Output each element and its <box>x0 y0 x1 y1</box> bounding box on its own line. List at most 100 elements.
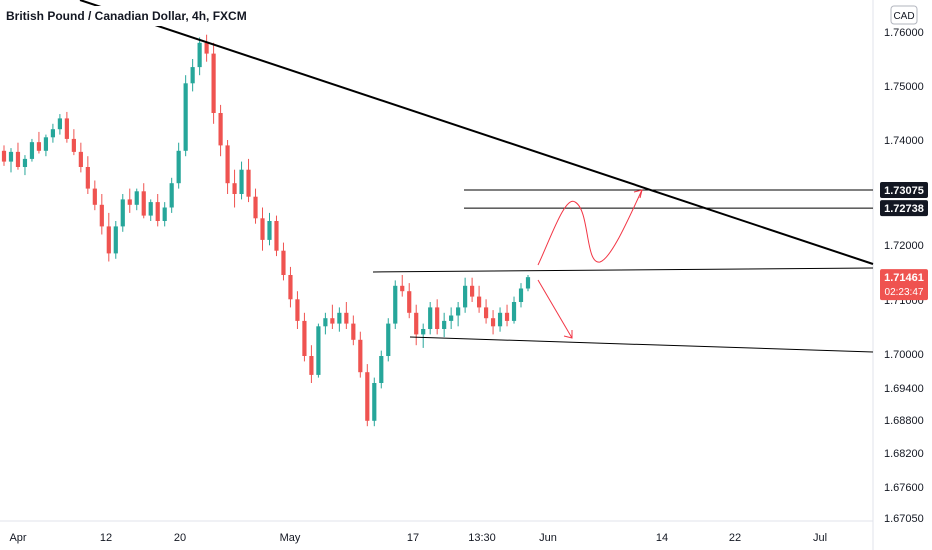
candle-body <box>260 218 265 240</box>
candle[interactable] <box>15 142 21 170</box>
bullish-path-arrow[interactable] <box>537 189 643 266</box>
candle[interactable] <box>225 140 230 194</box>
candle[interactable] <box>113 221 118 259</box>
candle[interactable] <box>176 142 181 189</box>
candle[interactable] <box>442 312 447 338</box>
time-axis[interactable]: Apr 12 20 May 17 13:30 Jun 14 22 Jul <box>9 532 827 544</box>
candle[interactable] <box>183 75 188 157</box>
candle[interactable] <box>330 304 335 329</box>
candle[interactable] <box>344 302 349 329</box>
candle[interactable] <box>421 323 426 348</box>
candle[interactable] <box>504 304 510 327</box>
candle[interactable] <box>43 134 49 157</box>
candle[interactable] <box>476 285 482 313</box>
candle[interactable] <box>400 275 405 297</box>
candle-body <box>504 312 510 321</box>
candle[interactable] <box>78 142 83 173</box>
candle[interactable] <box>365 364 370 427</box>
candle[interactable] <box>155 194 160 227</box>
candle[interactable] <box>253 188 258 224</box>
candle-body <box>155 202 160 221</box>
candle[interactable] <box>204 34 209 62</box>
candle[interactable] <box>358 331 363 378</box>
candle[interactable] <box>57 114 62 135</box>
candle[interactable] <box>428 302 433 335</box>
candle[interactable] <box>414 304 419 346</box>
candle[interactable] <box>211 42 216 124</box>
candle[interactable] <box>232 169 237 208</box>
range-top-line[interactable] <box>372 267 874 273</box>
range-bottom-line[interactable] <box>409 336 874 353</box>
candle-body <box>141 191 146 216</box>
candle[interactable] <box>197 37 202 76</box>
candle-body <box>372 383 377 421</box>
candle-body <box>323 318 328 327</box>
candle[interactable] <box>218 104 223 157</box>
candle[interactable] <box>120 194 125 232</box>
candle[interactable] <box>85 156 90 194</box>
candle[interactable] <box>470 277 475 302</box>
candle[interactable] <box>518 283 524 308</box>
candle[interactable] <box>295 291 300 329</box>
candle[interactable] <box>497 307 503 332</box>
currency-badge[interactable] <box>890 5 918 25</box>
candle[interactable] <box>169 177 174 213</box>
candle-body <box>428 307 433 329</box>
candle[interactable] <box>148 199 153 221</box>
candle[interactable] <box>1 145 7 166</box>
candle[interactable] <box>36 131 42 154</box>
candle[interactable] <box>267 212 272 246</box>
candle[interactable] <box>274 215 279 257</box>
candle[interactable] <box>386 318 391 362</box>
candle[interactable] <box>134 188 139 211</box>
candle[interactable] <box>162 202 167 227</box>
price-tag-label: 1.73075 <box>884 185 924 197</box>
candle[interactable] <box>449 307 454 329</box>
candle-body <box>456 307 461 316</box>
candle[interactable] <box>99 194 104 235</box>
candle[interactable] <box>323 312 328 335</box>
candle[interactable] <box>239 161 244 200</box>
candle[interactable] <box>490 310 496 335</box>
candle[interactable] <box>281 242 286 281</box>
candle[interactable] <box>525 275 531 292</box>
candle[interactable] <box>246 158 251 203</box>
candle[interactable] <box>302 312 307 362</box>
candle[interactable] <box>407 283 412 319</box>
candle[interactable] <box>50 123 56 143</box>
candle[interactable] <box>288 266 293 308</box>
candle[interactable] <box>141 183 146 219</box>
candle[interactable] <box>393 280 398 329</box>
candle-body <box>92 188 97 205</box>
candle[interactable] <box>127 188 132 213</box>
candle[interactable] <box>106 212 111 262</box>
candle[interactable] <box>22 155 28 176</box>
candle[interactable] <box>316 323 321 378</box>
candle[interactable] <box>190 59 195 92</box>
candle[interactable] <box>309 345 314 383</box>
candle[interactable] <box>92 180 97 211</box>
candle[interactable] <box>511 296 517 324</box>
candle[interactable] <box>372 377 377 427</box>
candle[interactable] <box>29 138 35 162</box>
candle[interactable] <box>435 299 440 335</box>
candle[interactable] <box>456 302 461 327</box>
candle[interactable] <box>71 129 76 156</box>
candle-body <box>50 129 56 138</box>
bearish-path-arrow[interactable] <box>537 279 573 339</box>
candle[interactable] <box>463 277 468 313</box>
candle[interactable] <box>64 111 69 143</box>
descending-trendline[interactable] <box>79 0 874 265</box>
candle[interactable] <box>260 207 265 251</box>
candle[interactable] <box>379 350 384 389</box>
candle[interactable] <box>8 148 14 173</box>
candle-body <box>15 151 21 167</box>
candle[interactable] <box>351 315 356 346</box>
bar-countdown-label: 02:23:47 <box>885 287 924 298</box>
candle-body <box>463 285 468 308</box>
candle[interactable] <box>337 307 342 332</box>
candle[interactable] <box>483 299 489 324</box>
x-tick-label: Jun <box>539 532 557 544</box>
